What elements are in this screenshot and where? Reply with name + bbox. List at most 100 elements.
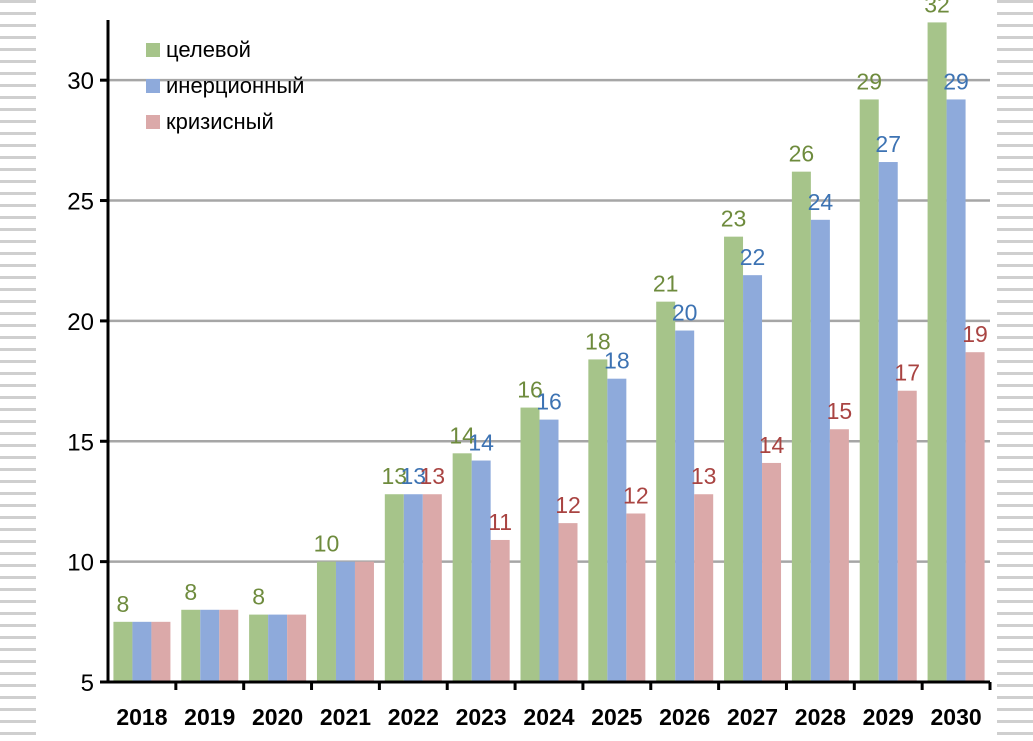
bar — [268, 614, 288, 682]
bar — [471, 460, 491, 682]
data-label: 21 — [653, 271, 679, 297]
right-edge-decoration — [997, 0, 1033, 741]
data-label: 11 — [488, 509, 512, 535]
x-tick-label: 2023 — [456, 704, 507, 730]
y-tick-label: 30 — [67, 68, 94, 95]
x-tick-label: 2025 — [591, 704, 642, 730]
legend-label-crisis: кризисный — [166, 109, 274, 134]
legend-item-crisis: кризисный — [146, 106, 304, 138]
axes — [100, 20, 992, 690]
bar — [558, 523, 578, 682]
bar — [422, 494, 442, 682]
bar — [219, 609, 239, 682]
y-tick-label: 15 — [67, 429, 94, 456]
data-label: 32 — [924, 0, 950, 17]
data-label: 24 — [808, 189, 834, 215]
data-label: 18 — [604, 348, 630, 374]
bar — [335, 561, 355, 682]
bar — [859, 99, 879, 682]
legend: целевой инерционный кризисный — [146, 34, 304, 142]
bar — [878, 162, 898, 682]
data-label: 14 — [449, 422, 475, 448]
data-label: 14 — [468, 430, 494, 456]
bar — [151, 621, 171, 682]
y-tick-label: 25 — [67, 189, 94, 216]
y-tick-label: 20 — [67, 309, 94, 336]
bar — [200, 609, 220, 682]
x-tick-label: 2028 — [795, 704, 846, 730]
bar — [743, 275, 763, 682]
y-tick-label: 10 — [67, 550, 94, 577]
data-label: 19 — [962, 321, 988, 347]
x-tick-label: 2030 — [930, 704, 981, 730]
bar — [675, 330, 695, 682]
bar — [287, 614, 307, 682]
data-label: 16 — [517, 377, 543, 403]
legend-label-target: целевой — [166, 37, 251, 62]
data-label: 8 — [117, 591, 130, 617]
x-tick-label: 2024 — [523, 704, 574, 730]
bar — [249, 614, 269, 682]
x-tick-label: 2021 — [320, 704, 371, 730]
bar — [607, 378, 627, 682]
bar — [354, 561, 374, 682]
x-tick-label: 2029 — [863, 704, 914, 730]
x-tick-label: 2027 — [727, 704, 778, 730]
legend-swatch-target — [146, 43, 160, 57]
bar — [694, 494, 714, 682]
bar — [132, 621, 152, 682]
data-label: 22 — [740, 244, 766, 270]
bar — [316, 561, 336, 682]
bar — [965, 352, 985, 682]
data-label: 10 — [314, 531, 340, 557]
data-label: 8 — [184, 579, 197, 605]
bar — [539, 419, 559, 682]
data-label: 20 — [672, 300, 698, 326]
data-label: 12 — [623, 482, 649, 508]
legend-item-inertial: инерционный — [146, 70, 304, 102]
bar — [791, 171, 811, 682]
bar — [588, 359, 608, 682]
legend-swatch-crisis — [146, 115, 160, 129]
bar — [520, 407, 540, 682]
bar — [829, 429, 849, 682]
legend-item-target: целевой — [146, 34, 304, 66]
bar — [946, 99, 966, 682]
bar — [181, 609, 201, 682]
data-label: 14 — [759, 432, 785, 458]
x-tick-label: 2022 — [388, 704, 439, 730]
bar — [927, 22, 947, 682]
bar — [626, 513, 646, 682]
data-label: 13 — [420, 463, 446, 489]
y-tick-label: 5 — [81, 670, 94, 697]
x-tick-label: 2026 — [659, 704, 710, 730]
bar — [656, 301, 676, 682]
data-label: 8 — [252, 584, 265, 610]
data-label: 13 — [401, 463, 427, 489]
data-label: 26 — [789, 141, 815, 167]
data-labels: 8 8 81013131314141116161218181221201323221… — [117, 0, 988, 617]
bars — [113, 22, 985, 682]
bar — [810, 219, 830, 682]
bar — [403, 494, 423, 682]
data-label: 17 — [894, 360, 920, 386]
bar — [490, 539, 510, 682]
data-label: 29 — [943, 68, 969, 94]
data-label: 13 — [691, 463, 717, 489]
x-tick-label: 2018 — [116, 704, 167, 730]
bar — [452, 453, 472, 682]
bar — [384, 494, 404, 682]
bar — [897, 390, 917, 682]
left-edge-decoration — [0, 0, 36, 741]
legend-swatch-inertial — [146, 79, 160, 93]
data-label: 12 — [555, 492, 581, 518]
data-label: 18 — [585, 328, 611, 354]
data-label: 13 — [382, 463, 408, 489]
data-label: 16 — [536, 389, 562, 415]
bar — [762, 462, 782, 682]
data-label: 27 — [875, 131, 901, 157]
data-label: 29 — [856, 68, 882, 94]
x-tick-label: 2020 — [252, 704, 303, 730]
